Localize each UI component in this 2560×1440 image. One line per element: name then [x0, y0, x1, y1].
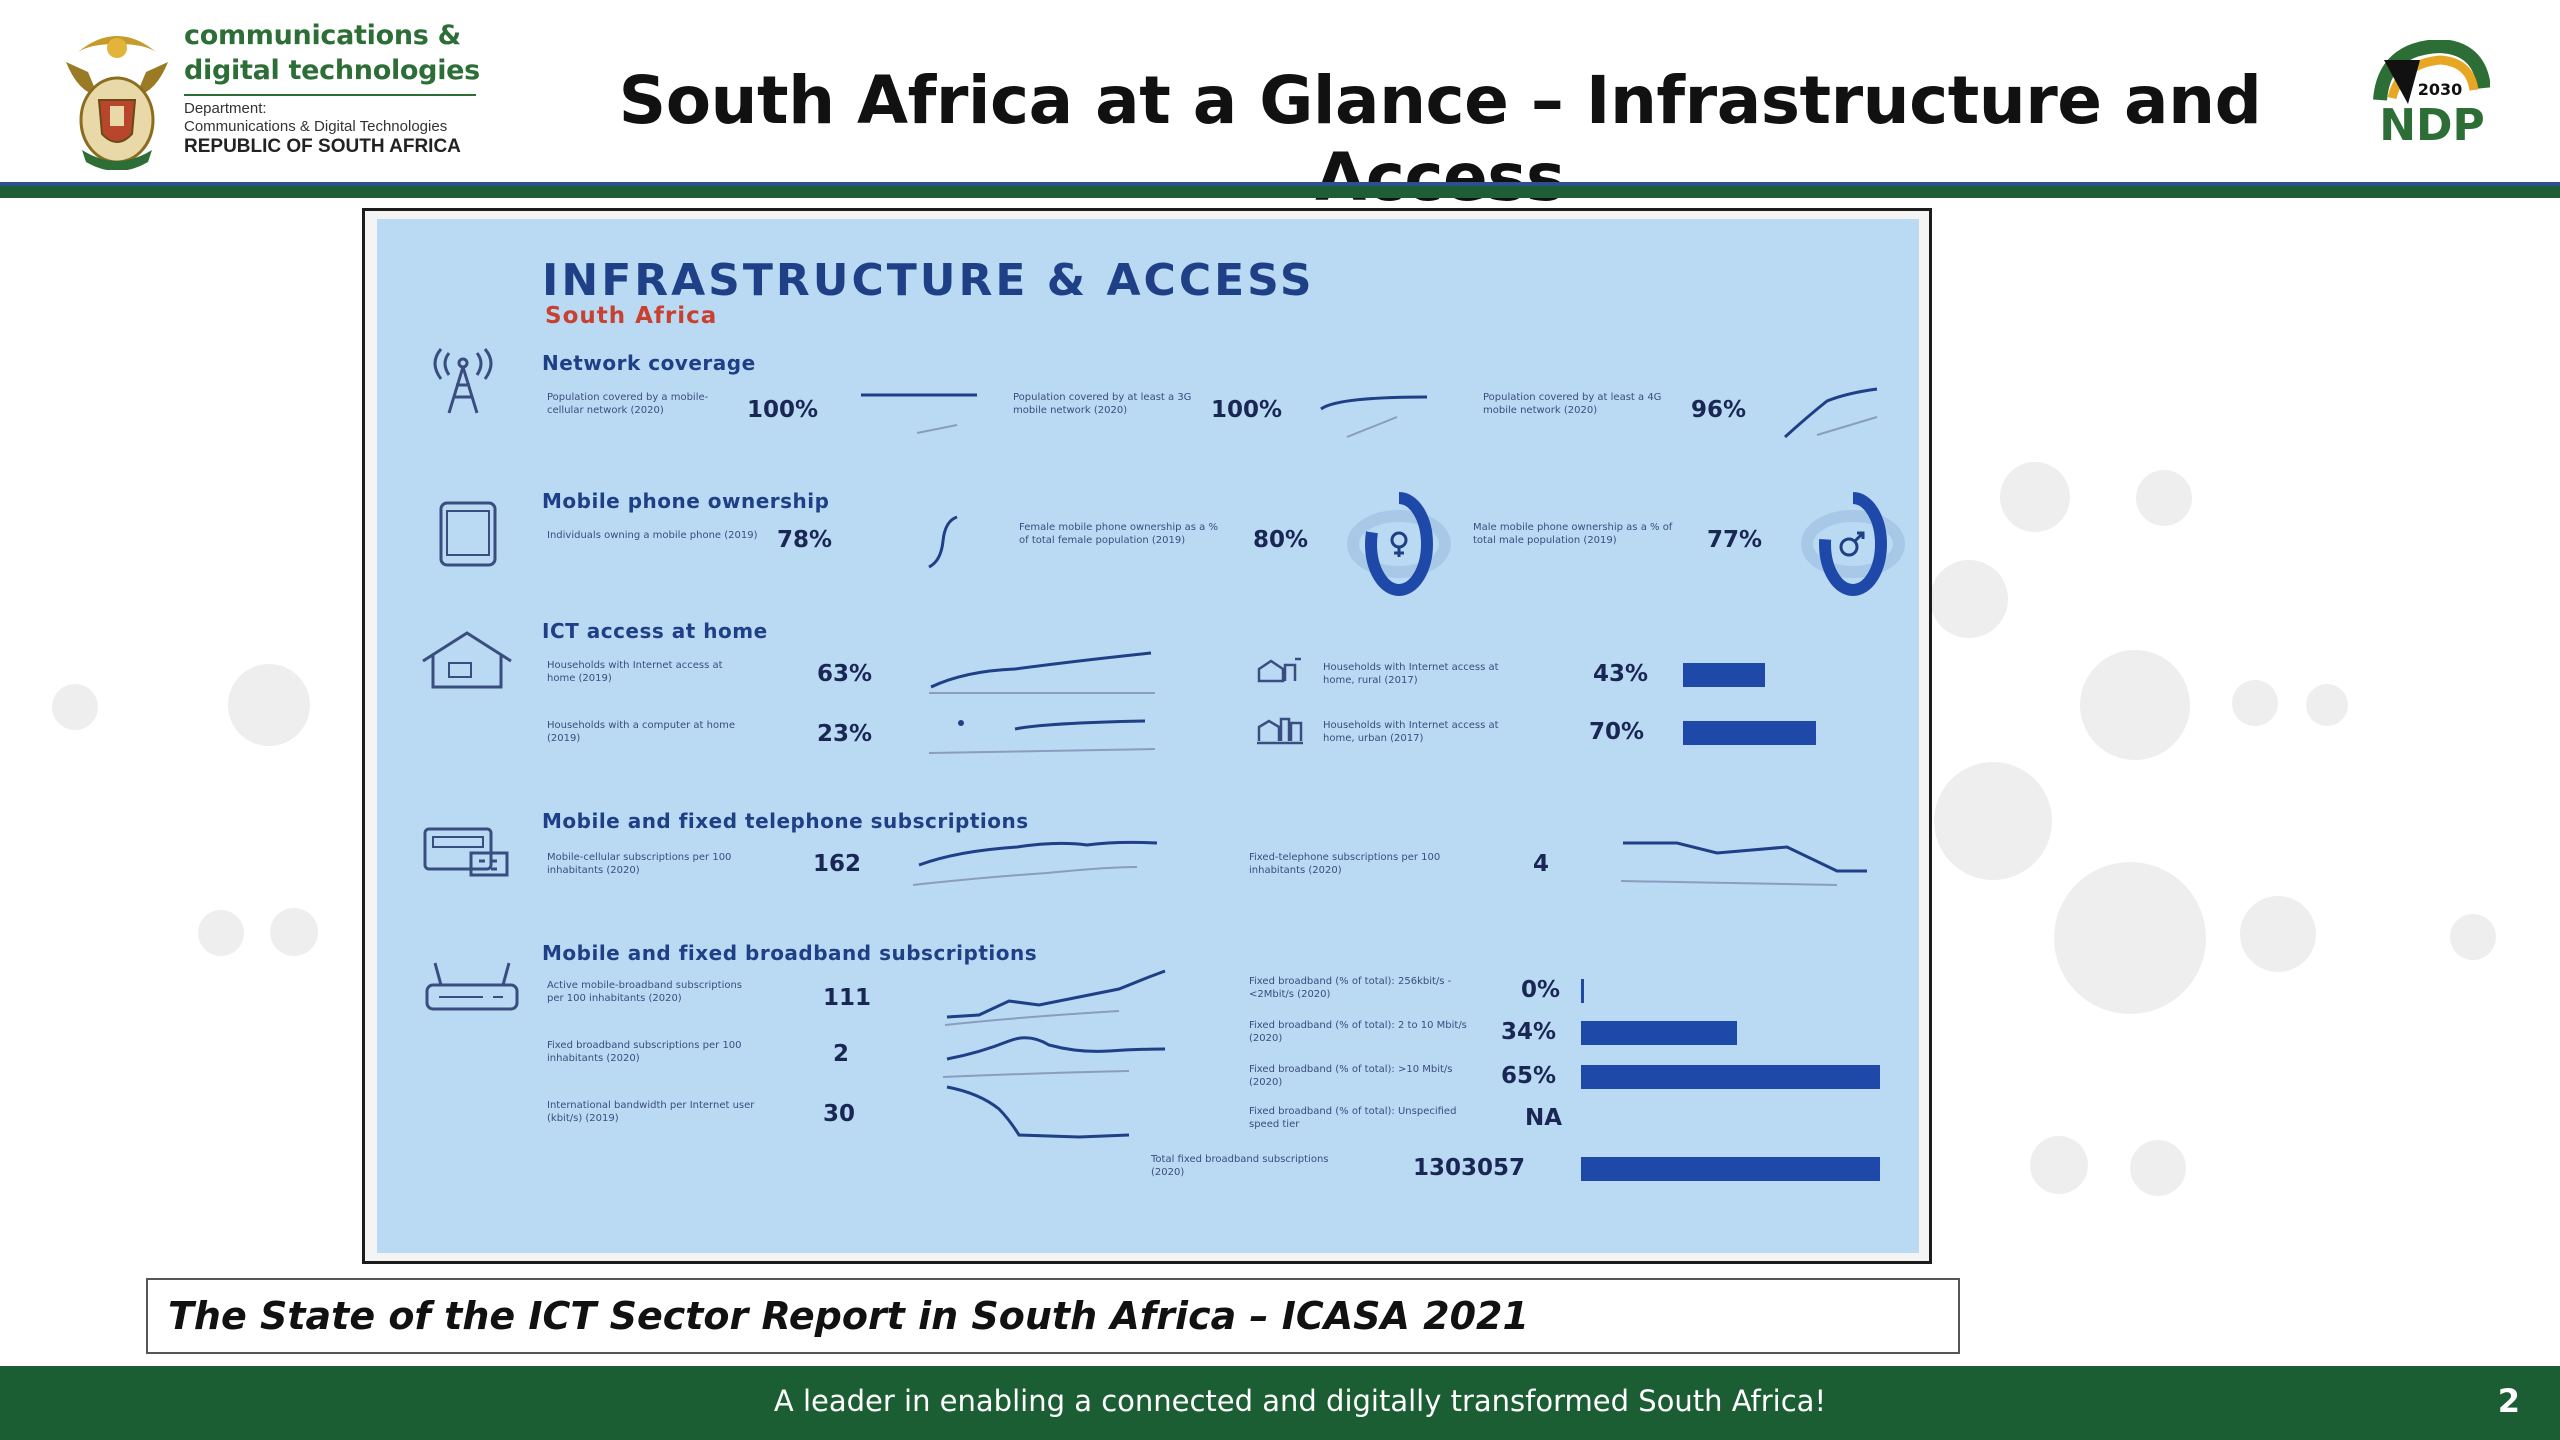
telephone-fixed-sparkline [1620, 841, 1867, 886]
infographic-panel: INFRASTRUCTURE & ACCESS South Africa Net… [377, 219, 1919, 1253]
broadband-mobile-desc: Active mobile-broadband subscriptions pe… [547, 980, 743, 1004]
broadband-speed-2-bar [1581, 1021, 1738, 1045]
female-ownership-value: 80% [1253, 527, 1309, 553]
broadband-speed-1-desc: Fixed broadband (% of total): 256kbit/s … [1249, 976, 1452, 1000]
broadband-bandwidth-sparkline [946, 1085, 1130, 1139]
cell-tower-icon [433, 348, 493, 414]
broadband-speed-4-value: NA [1525, 1105, 1563, 1131]
ict-home-urban-bar [1683, 721, 1816, 745]
broadband-bandwidth-value: 30 [823, 1101, 856, 1127]
broadband-speed-1-bar [1581, 979, 1584, 1003]
broadband-fixed-sparkline [942, 1036, 1166, 1078]
header-divider-bar [0, 186, 2560, 198]
infographic-subtitle: South Africa [545, 303, 718, 329]
mobile-ownership-value-1: 78% [777, 527, 833, 553]
female-ownership-desc: Female mobile phone ownership as a % of … [1019, 522, 1218, 546]
network-coverage-desc-2: Population covered by at least a 3G mobi… [1013, 392, 1192, 416]
telephone-mobile-value: 162 [813, 851, 862, 877]
tablet-icon [439, 501, 497, 567]
broadband-total-value: 1303057 [1413, 1155, 1526, 1181]
page-number: 2 [2497, 1382, 2520, 1420]
broadband-speed-2-desc: Fixed broadband (% of total): 2 to 10 Mb… [1249, 1020, 1467, 1044]
ict-home-sparkline-2 [928, 719, 1156, 754]
network-coverage-desc-1: Population covered by a mobile-cellular … [547, 392, 709, 416]
male-ownership-value: 77% [1707, 527, 1763, 553]
ndp-text: NDP [2379, 100, 2485, 151]
house-icon [422, 631, 512, 689]
network-coverage-sparkline-2 [1320, 395, 1428, 438]
section-heading-mobile-ownership: Mobile phone ownership [542, 489, 830, 513]
urban-building-icon [1257, 717, 1303, 745]
telephone-mobile-desc: Mobile-cellular subscriptions per 100 in… [547, 852, 732, 876]
department-name-line2: digital technologies [184, 55, 480, 86]
section-heading-network-coverage: Network coverage [542, 351, 756, 375]
ict-home-desc-1: Households with Internet access at home … [547, 660, 723, 684]
telephone-fixed-desc: Fixed-telephone subscriptions per 100 in… [1249, 852, 1441, 876]
section-heading-ict-home: ICT access at home [542, 619, 768, 643]
network-coverage-value-1: 100% [747, 397, 819, 423]
infographic-title: INFRASTRUCTURE & ACCESS [542, 255, 1315, 306]
department-name-line1: communications & [184, 20, 461, 51]
broadband-speed-4-desc: Fixed broadband (% of total): Unspecifie… [1249, 1106, 1457, 1130]
male-ownership-ring [1801, 492, 1905, 596]
section-heading-telephone: Mobile and fixed telephone subscriptions [542, 809, 1029, 833]
male-ownership-desc: Male mobile phone ownership as a % of to… [1473, 522, 1673, 546]
ndp-2030-logo: 2030 NDP [2373, 40, 2490, 151]
section-heading-broadband: Mobile and fixed broadband subscriptions [542, 941, 1038, 965]
broadband-total-bar [1581, 1157, 1880, 1181]
ict-home-value-1: 63% [817, 661, 873, 687]
footer-tagline: A leader in enabling a connected and dig… [773, 1384, 1827, 1418]
department-full-name: Communications & Digital Technologies [184, 118, 448, 135]
broadband-speed-3-value: 65% [1501, 1063, 1557, 1089]
telephone-fixed-value: 4 [1533, 851, 1550, 877]
broadband-mobile-value: 111 [823, 985, 872, 1011]
female-symbol-icon [1394, 547, 1404, 557]
broadband-speed-3-bar [1581, 1065, 1880, 1089]
ict-home-desc-2: Households with a computer at home (2019… [547, 720, 735, 744]
mobile-ownership-sparkline [928, 515, 958, 569]
broadband-bandwidth-desc: International bandwidth per Internet use… [547, 1100, 755, 1124]
department-divider [184, 94, 476, 96]
department-label: Department: [184, 100, 267, 117]
network-coverage-sparkline-3 [1783, 387, 1878, 439]
router-icon [425, 962, 519, 1011]
network-coverage-value-3: 96% [1691, 397, 1747, 423]
broadband-mobile-sparkline [944, 969, 1166, 1026]
broadband-total-desc: Total fixed broadband subscriptions (202… [1151, 1154, 1329, 1178]
broadband-fixed-value: 2 [833, 1041, 850, 1067]
ict-home-value-2: 23% [817, 721, 873, 747]
telephone-keypad-icon [423, 827, 509, 877]
ict-home-urban-value: 70% [1589, 719, 1645, 745]
mobile-ownership-desc-1: Individuals owning a mobile phone (2019) [547, 530, 758, 541]
source-caption-box: The State of the ICT Sector Report in So… [146, 1278, 1960, 1354]
network-coverage-desc-3: Population covered by at least a 4G mobi… [1483, 392, 1662, 416]
broadband-speed-1-value: 0% [1521, 977, 1561, 1003]
slide-footer: A leader in enabling a connected and dig… [0, 1366, 2560, 1440]
broadband-fixed-desc: Fixed broadband subscriptions per 100 in… [547, 1040, 742, 1064]
male-symbol-icon [1853, 531, 1865, 543]
republic-label: REPUBLIC OF SOUTH AFRICA [184, 136, 461, 157]
ict-home-sparkline-1 [929, 651, 1155, 694]
network-coverage-value-2: 100% [1211, 397, 1283, 423]
slide-title: South Africa at a Glance – Infrastructur… [618, 62, 2262, 216]
ndp-year: 2030 [2418, 80, 2463, 99]
ict-home-rural-bar [1683, 663, 1765, 687]
infographic-image: INFRASTRUCTURE & ACCESS South Africa Net… [362, 208, 1932, 1264]
broadband-speed-2-value: 34% [1501, 1019, 1557, 1045]
female-ownership-ring [1347, 492, 1451, 596]
broadband-speed-3-desc: Fixed broadband (% of total): >10 Mbit/s… [1249, 1064, 1453, 1088]
rural-house-icon [1257, 657, 1301, 683]
slide-header: communications & digital technologies De… [0, 0, 2560, 216]
telephone-mobile-sparkline [912, 840, 1158, 886]
header-accent-line [0, 182, 2560, 186]
coat-of-arms-icon [66, 36, 168, 170]
ict-home-rural-value: 43% [1593, 661, 1649, 687]
network-coverage-sparkline-1 [861, 393, 977, 434]
department-branding: communications & digital technologies De… [184, 18, 484, 158]
ict-home-rural-desc: Households with Internet access at home,… [1323, 662, 1499, 686]
source-caption: The State of the ICT Sector Report in So… [168, 1294, 1529, 1338]
ict-home-urban-desc: Households with Internet access at home,… [1323, 720, 1499, 744]
